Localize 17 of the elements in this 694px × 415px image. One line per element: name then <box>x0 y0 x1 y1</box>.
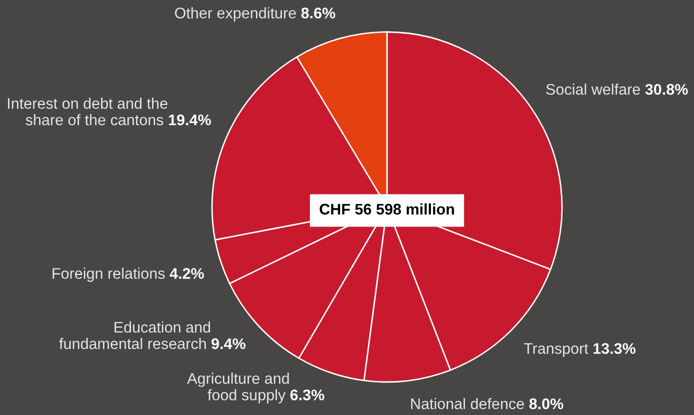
data-label: 19.4% <box>168 114 211 126</box>
slice-label: Other expenditure <box>174 7 296 22</box>
data-label: 4.2% <box>170 268 204 279</box>
data-label: 9.4% <box>212 338 246 350</box>
slice-label: Social welfare <box>546 84 640 95</box>
data-label: 13.3% <box>594 343 636 354</box>
slice-label: Foreign relations <box>52 268 165 282</box>
data-label: 6.3% <box>290 390 324 400</box>
slice-label: Education and fundamental research <box>59 321 210 350</box>
slice-label: Interest on debt and the share of the cantons <box>8 98 168 126</box>
slice-label: Agriculture and food supply <box>187 372 289 404</box>
slice-label: National defence <box>411 398 524 410</box>
slice-label: Transport <box>524 343 588 357</box>
data-label: 30.8% <box>645 84 688 95</box>
data-label: 8.6% <box>301 8 336 18</box>
data-label: 8.0% <box>529 398 564 410</box>
text: CHF 56 598 million <box>320 203 454 215</box>
